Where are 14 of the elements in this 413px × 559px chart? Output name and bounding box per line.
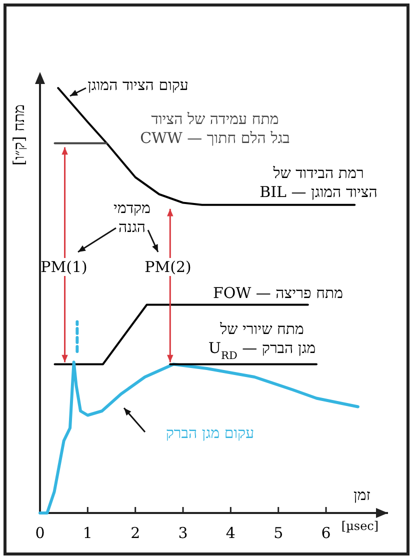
x-tick-label: 3 (178, 524, 188, 542)
annotation: PM(2) (144, 258, 192, 276)
xlabel: זמן (354, 486, 370, 504)
x-tick-label: 5 (274, 524, 284, 542)
x-tick-label: 0 (35, 524, 45, 542)
x-tick-label: 6 (321, 524, 331, 542)
x-tick-label: 1 (82, 524, 92, 542)
x-tick-label: 2 (130, 524, 140, 542)
annotation: PM(1) (40, 258, 88, 276)
annotation: [µsec] (341, 519, 379, 533)
x-tick-label: 4 (226, 524, 236, 542)
annotation: רמת הבידוד של הציוד המוגן — BIL (260, 164, 378, 201)
ylabel: מתח [ק״ו] (10, 104, 28, 166)
annotation: מקדמי הגנה (114, 199, 150, 236)
